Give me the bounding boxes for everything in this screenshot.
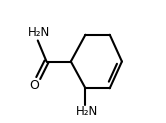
Text: H₂N: H₂N (28, 26, 50, 39)
Text: O: O (29, 79, 39, 92)
Text: H₂N: H₂N (76, 105, 98, 118)
